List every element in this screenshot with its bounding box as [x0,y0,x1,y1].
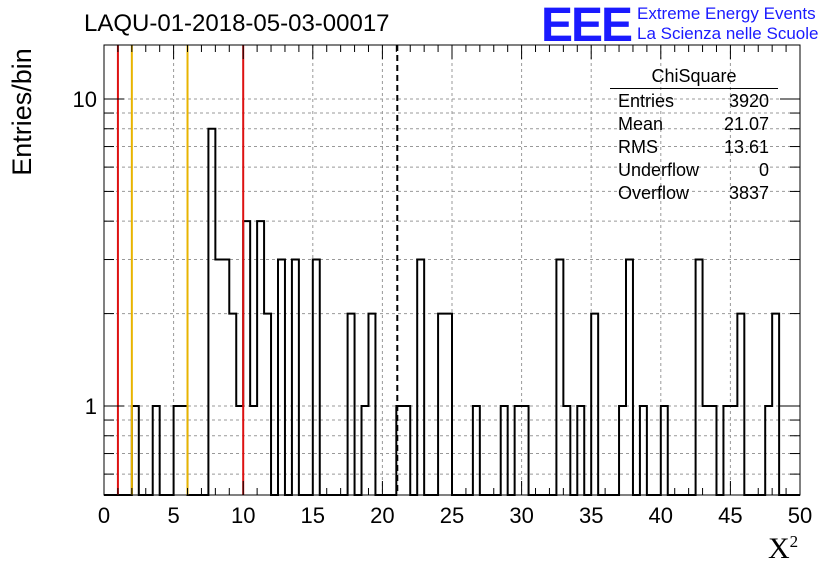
stats-row-underflow: Underflow 0 [610,160,778,183]
x-axis-label: X2 [768,532,799,565]
stats-value: 3837 [728,183,769,203]
axis-tick-labels: 0 5 10 15 20 25 30 35 40 45 50 1 10 [73,87,813,528]
stats-value: 0 [758,160,769,180]
logo-mark: EEE [541,0,633,52]
x-tick-label: 0 [98,503,110,528]
y-axis-label: Entries/bin [7,48,37,176]
stats-box: ChiSquare Entries 3920 Mean 21.07 RMS 13… [610,66,778,206]
x-tick-label: 5 [167,503,179,528]
x-tick-label: 30 [509,503,533,528]
x-tick-label: 45 [718,503,742,528]
y-tick-label: 10 [73,87,97,112]
y-tick-label: 1 [85,394,97,419]
x-tick-label: 35 [579,503,603,528]
stats-label: RMS [618,137,658,157]
axis-ticks [103,45,801,495]
stats-row-rms: RMS 13.61 [610,137,778,160]
plot-title: LAQU-01-2018-05-03-00017 [84,10,390,37]
x-tick-label: 50 [788,503,812,528]
x-tick-label: 25 [440,503,464,528]
reference-lines [116,45,399,495]
stats-value: 3920 [728,91,769,111]
x-tick-label: 40 [649,503,673,528]
stats-label: Overflow [618,183,690,203]
stats-label: Underflow [618,160,700,180]
x-tick-label: 20 [370,503,394,528]
stats-label: Mean [618,114,664,134]
stats-row-overflow: Overflow 3837 [610,183,778,206]
x-tick-label: 10 [231,503,255,528]
stats-title: ChiSquare [610,66,778,89]
logo-line-1: Extreme Energy Events [637,4,816,23]
x-tick-label: 15 [301,503,325,528]
logo-line-2: La Scienza nelle Scuole [637,24,819,43]
stats-value: 13.61 [723,137,769,157]
stats-row-entries: Entries 3920 [610,91,778,114]
stats-row-mean: Mean 21.07 [610,114,778,137]
stats-value: 21.07 [723,114,769,134]
stats-label: Entries [618,91,675,111]
